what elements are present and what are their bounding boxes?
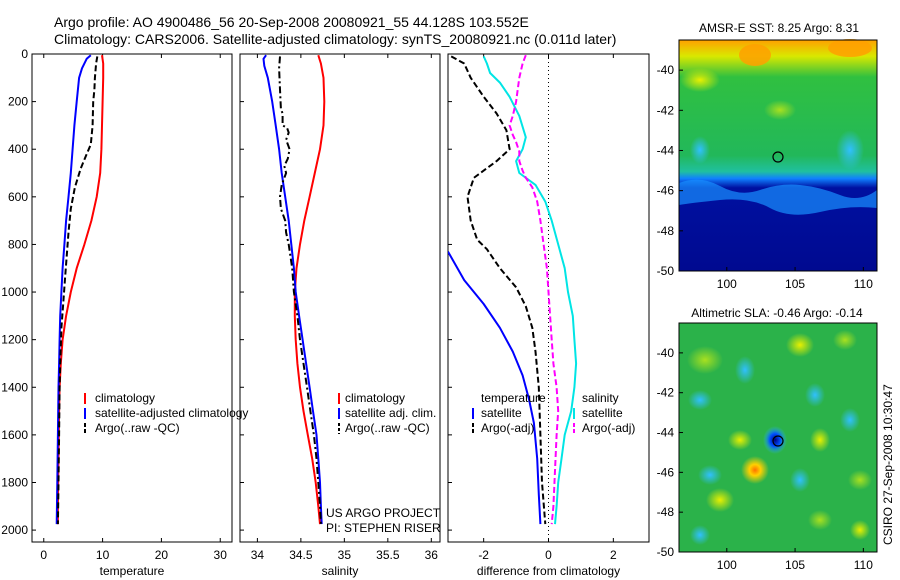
y-tick-label: -42 xyxy=(657,103,675,117)
series-line-salinity-satellite xyxy=(482,55,578,525)
legend-label-temp-argo: Argo(-adj) xyxy=(481,421,534,435)
x-tick-label: 35.5 xyxy=(376,548,400,562)
series-group xyxy=(262,54,326,525)
y-tick-label: -44 xyxy=(657,143,675,157)
x-axis-label: salinity xyxy=(322,564,359,578)
y-tick-label: 1800 xyxy=(1,475,28,489)
legend-label-satellite-adj: satellite adj. clim. xyxy=(345,406,436,420)
y-tick-label: 400 xyxy=(8,142,28,156)
y-tick-label: 1000 xyxy=(1,285,28,299)
plot-frame xyxy=(31,53,233,543)
series-line-temperature-argo-adj xyxy=(450,55,547,525)
series-group xyxy=(448,54,578,525)
y-tick-label: -40 xyxy=(657,63,675,77)
project-note-line2: PI: STEPHEN RISER xyxy=(326,521,441,535)
difference-panel: -2 0 2 difference from climatology xyxy=(447,53,650,578)
x-tick-label: 36 xyxy=(425,548,439,562)
legend-label-argo: Argo(..raw -QC) xyxy=(95,421,180,435)
legend-label-sal-argo: Argo(-adj) xyxy=(582,421,635,435)
x-tick-label: 34.5 xyxy=(289,548,313,562)
project-note-line1: US ARGO PROJECT xyxy=(326,506,441,520)
x-tick-label: 100 xyxy=(717,558,737,572)
legend-header-salinity: salinity xyxy=(582,391,619,405)
figure-title-line2: Climatology: CARS2006. Satellite-adjuste… xyxy=(54,31,616,47)
x-tick-label: 105 xyxy=(785,558,805,572)
y-tick-label: -50 xyxy=(657,264,675,278)
y-tick-label: -48 xyxy=(657,505,675,519)
sst-map-axes: 100 105 110 -40 -42 -44 -46 -48 -50 xyxy=(657,39,878,291)
y-tick-label: -40 xyxy=(657,346,675,360)
sst-argo-marker xyxy=(772,151,784,163)
sla-map-axes: 100 105 110 -40 -42 -44 -46 -48 -50 xyxy=(657,322,878,572)
y-tick-label: -42 xyxy=(657,386,675,400)
difference-legend: temperature satellite Argo(-adj) salinit… xyxy=(472,391,635,435)
y-tick-label: 200 xyxy=(8,95,28,109)
y-tick-label: 1200 xyxy=(1,333,28,347)
map-frame xyxy=(678,322,878,553)
y-tick-label: -44 xyxy=(657,426,675,440)
x-tick-label: 20 xyxy=(155,548,169,562)
sla-argo-marker xyxy=(772,435,784,447)
legend-header-temperature: temperature xyxy=(481,391,546,405)
x-tick-label: 35 xyxy=(338,548,352,562)
x-tick-label: -2 xyxy=(478,548,489,562)
series-line-satellite-adj-clim xyxy=(262,54,323,525)
y-tick-label: 600 xyxy=(8,190,28,204)
legend-label-sal-satellite: satellite xyxy=(582,406,623,420)
x-axis-label: temperature xyxy=(100,564,165,578)
legend-label-climatology: climatology xyxy=(95,391,155,405)
x-axis-label: difference from climatology xyxy=(477,564,620,578)
temperature-panel: 0 10 20 30 0 200 400 600 800 1000 1200 1400 1600 1800… xyxy=(1,47,233,578)
salinity-panel: 34 34.5 35 35.5 36 salinity xyxy=(239,53,441,578)
y-tick-label: -50 xyxy=(657,545,675,559)
y-tick-label: 800 xyxy=(8,237,28,251)
series-line-temperature-satellite xyxy=(448,251,542,525)
sla-map-title: Altimetric SLA: -0.46 Argo: -0.14 xyxy=(691,306,863,320)
legend-label-argo: Argo(..raw -QC) xyxy=(345,421,430,435)
legend-label-climatology: climatology xyxy=(345,391,405,405)
side-caption: CSIRO 27-Sep-2008 10:30:47 xyxy=(881,384,895,545)
series-group xyxy=(55,54,105,525)
series-line-salinity-argo-adj xyxy=(508,54,560,525)
y-tick-label: -46 xyxy=(657,184,675,198)
x-tick-label: 110 xyxy=(854,277,873,291)
y-tick-label: -46 xyxy=(657,465,675,479)
series-line-argo-raw-qc xyxy=(56,56,99,525)
x-tick-label: 0 xyxy=(40,548,47,562)
sst-map-field xyxy=(679,39,877,271)
temperature-legend: climatology satellite-adjusted climatolo… xyxy=(84,391,248,435)
x-tick-label: 110 xyxy=(854,558,873,572)
y-tick-label: 1400 xyxy=(1,380,28,394)
legend-label-satellite-adjusted: satellite-adjusted climatology xyxy=(95,406,248,420)
plot-frame xyxy=(239,53,441,543)
x-tick-label: 100 xyxy=(717,277,737,291)
x-tick-label: 2 xyxy=(610,548,617,562)
salinity-legend: climatology satellite adj. clim. Argo(..… xyxy=(338,391,436,435)
map-frame xyxy=(678,39,878,272)
sst-map-title: AMSR-E SST: 8.25 Argo: 8.31 xyxy=(699,21,859,35)
y-tick-label: 1600 xyxy=(1,428,28,442)
sla-map-field xyxy=(679,323,877,552)
x-tick-label: 0 xyxy=(545,548,552,562)
figure-title-line1: Argo profile: AO 4900486_56 20-Sep-2008 … xyxy=(54,14,529,30)
x-tick-label: 30 xyxy=(214,548,228,562)
y-tick-label: -48 xyxy=(657,224,675,238)
series-line-argo-raw-qc xyxy=(278,56,322,525)
y-tick-label: 2000 xyxy=(1,523,28,537)
y-tick-label: 0 xyxy=(21,47,28,61)
series-line-satellite-adjusted-climatology xyxy=(55,54,92,525)
legend-label-temp-satellite: satellite xyxy=(481,406,522,420)
x-tick-label: 105 xyxy=(785,277,805,291)
x-tick-label: 34 xyxy=(251,548,265,562)
x-tick-label: 10 xyxy=(96,548,110,562)
